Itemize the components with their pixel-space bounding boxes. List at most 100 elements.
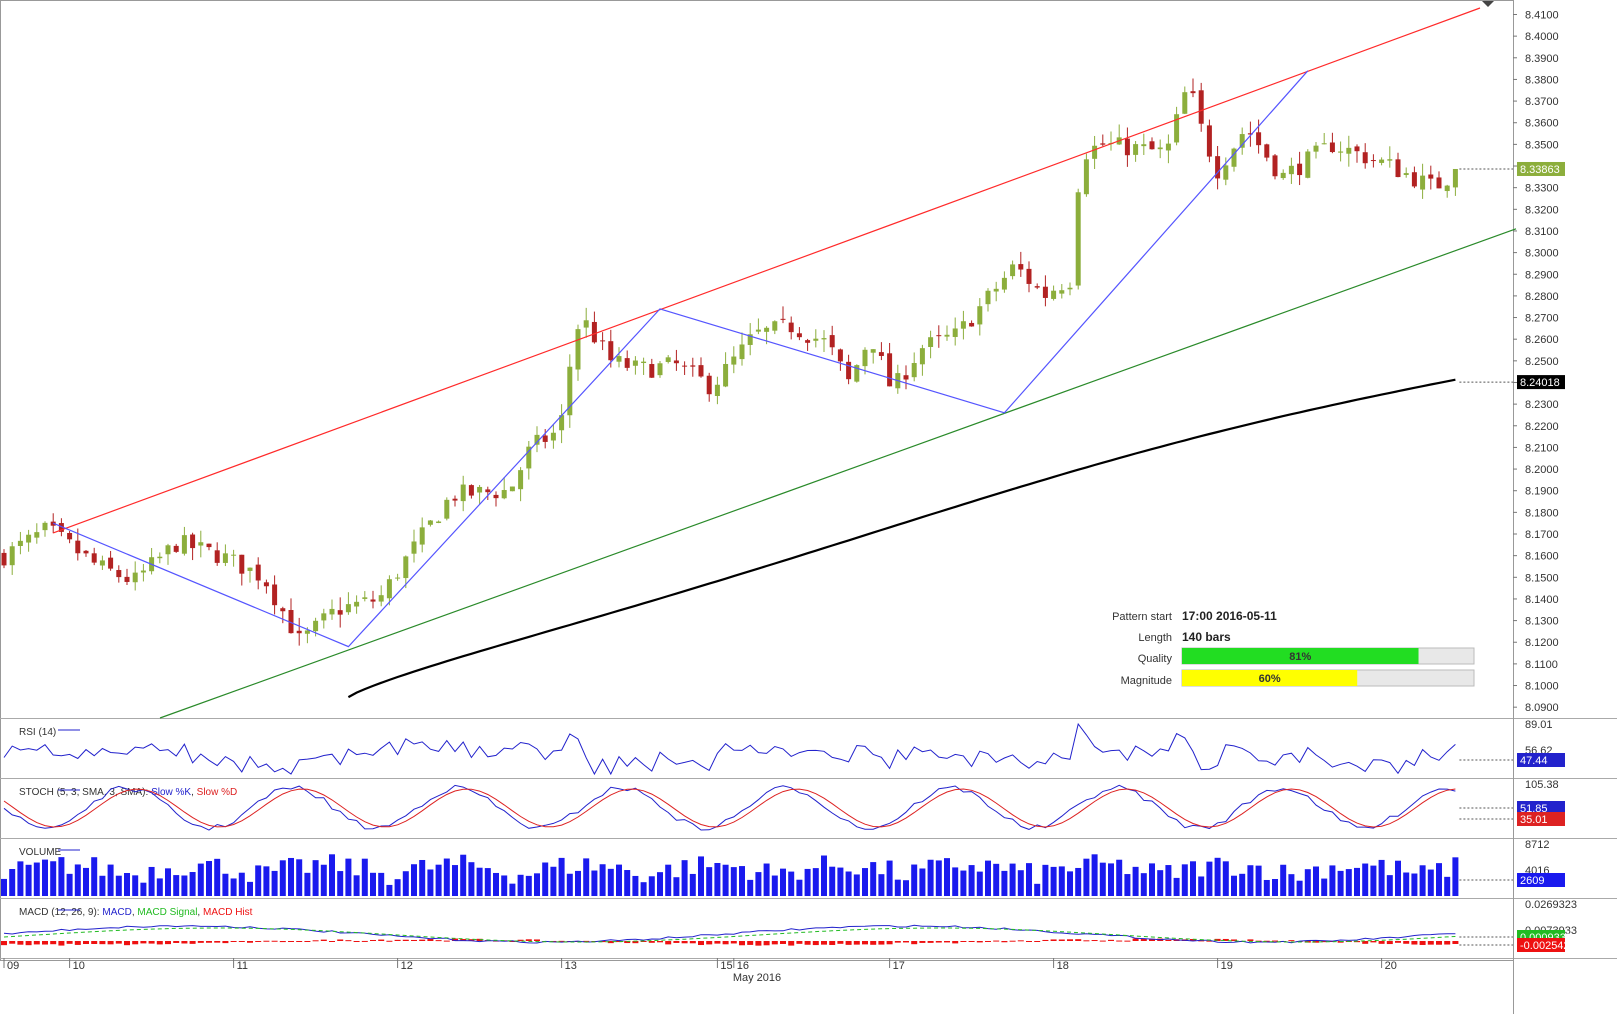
macd-hist-bar: [1058, 939, 1065, 941]
macd-hist-bar: [534, 939, 540, 941]
candle-body: [1338, 151, 1344, 153]
candle-body: [1001, 277, 1007, 290]
macd-hist-bar: [845, 941, 852, 945]
price-tick-label: 8.3900: [1525, 53, 1559, 65]
candle-body: [288, 610, 294, 634]
macd-hist-bar: [911, 941, 918, 945]
volume-bar: [993, 863, 1000, 896]
candlesticks: [1, 78, 1458, 646]
time-tick-label: 11: [237, 960, 248, 972]
volume-bar: [1026, 863, 1032, 896]
price-tick-label: 8.3300: [1525, 183, 1559, 195]
candle-body: [427, 520, 433, 525]
volume-bar: [394, 879, 401, 896]
price-tick-label: 8.0900: [1525, 702, 1559, 714]
candle-body: [1083, 159, 1089, 195]
candle-body: [1182, 92, 1188, 114]
macd-hist-bar: [337, 939, 344, 941]
macd-hist-bar: [821, 941, 827, 945]
month-label: May 2016: [733, 972, 781, 984]
volume-bar: [1403, 872, 1410, 896]
candle-body: [1452, 168, 1458, 188]
candle-body: [313, 620, 319, 632]
macd-hist-bar: [222, 941, 229, 944]
candle-body: [854, 365, 860, 382]
candle-body: [395, 577, 401, 579]
volume-bar: [534, 873, 540, 896]
candle-body: [862, 349, 868, 367]
macd-hist-bar: [853, 941, 860, 945]
candle-body: [526, 446, 532, 469]
macd-hist-bar: [1419, 941, 1426, 945]
candle-body: [788, 322, 794, 333]
macd-hist-bar: [402, 939, 409, 941]
macd-hist-bar: [419, 939, 426, 941]
macd-hist-bar: [993, 940, 1000, 942]
macd-hist-bar: [927, 941, 934, 943]
macd-hist-bar: [99, 941, 106, 945]
candle-body: [993, 288, 999, 292]
volume-bar: [42, 859, 48, 896]
candle-body: [370, 599, 376, 602]
candle-body: [952, 328, 958, 337]
volume-bar: [1411, 873, 1418, 896]
candle-body: [1379, 159, 1385, 163]
volume-bar: [665, 864, 672, 896]
volume-bar: [616, 864, 622, 896]
indicator-tick: 8712: [1525, 839, 1549, 851]
volume-bar: [542, 862, 549, 896]
candle-body: [132, 572, 138, 583]
candle-body: [42, 522, 48, 531]
price-tick-label: 8.1800: [1525, 507, 1559, 519]
candle-body: [296, 630, 302, 634]
macd-hist-bar: [42, 941, 48, 945]
current-price-badge-box: [1517, 161, 1565, 176]
magnitude-bar-fill: [1182, 670, 1358, 686]
volume-bar: [837, 867, 844, 896]
volume-bar: [99, 875, 106, 896]
macd-hist-bar: [681, 941, 688, 944]
candle-body: [485, 489, 491, 493]
upper-channel-line: [52, 7, 1481, 534]
candle-body: [468, 485, 474, 496]
volume-bar: [1206, 861, 1213, 896]
volume-bar: [1231, 875, 1237, 896]
candle-body: [1346, 147, 1352, 154]
volume-bar: [1419, 865, 1426, 896]
candle-body: [9, 546, 15, 566]
volume-bar: [509, 883, 516, 896]
macd-hist-bar: [894, 941, 901, 943]
macd-hist-bar: [329, 941, 335, 942]
candle-body: [1, 552, 7, 566]
volume-bar: [558, 857, 565, 896]
macd-hist-bar: [706, 941, 713, 945]
candle-body: [969, 322, 975, 327]
macd-hist-bar: [304, 941, 311, 942]
macd-hist-bar: [796, 941, 803, 944]
macd-hist-bar: [279, 941, 286, 943]
magnitude-label: Magnitude: [1121, 675, 1172, 687]
macd-hist-bar: [829, 941, 836, 945]
candle-body: [1149, 141, 1155, 150]
scroll-arrow-icon[interactable]: [1482, 1, 1494, 7]
macd-hist-bar: [165, 941, 171, 945]
candle-body: [165, 545, 171, 555]
volume-bar: [1083, 858, 1090, 896]
price-tick-label: 8.3700: [1525, 96, 1559, 108]
volume-bar: [755, 872, 762, 896]
macd-hist-bar: [1395, 941, 1401, 943]
volume-bar: [1436, 863, 1442, 896]
macd-hist-bar: [509, 941, 516, 942]
volume-bar: [1214, 857, 1221, 896]
candle-body: [1100, 143, 1106, 145]
macd-hist-bar: [862, 941, 868, 945]
macd-hist-bar: [1222, 938, 1229, 941]
volume-bar: [862, 868, 868, 896]
candle-body: [1329, 142, 1335, 153]
volume-bar: [566, 873, 573, 896]
candle-body: [1272, 155, 1278, 177]
macd-hist-bar: [1124, 940, 1131, 942]
candle-body: [1190, 91, 1196, 94]
candle-body: [542, 435, 548, 442]
